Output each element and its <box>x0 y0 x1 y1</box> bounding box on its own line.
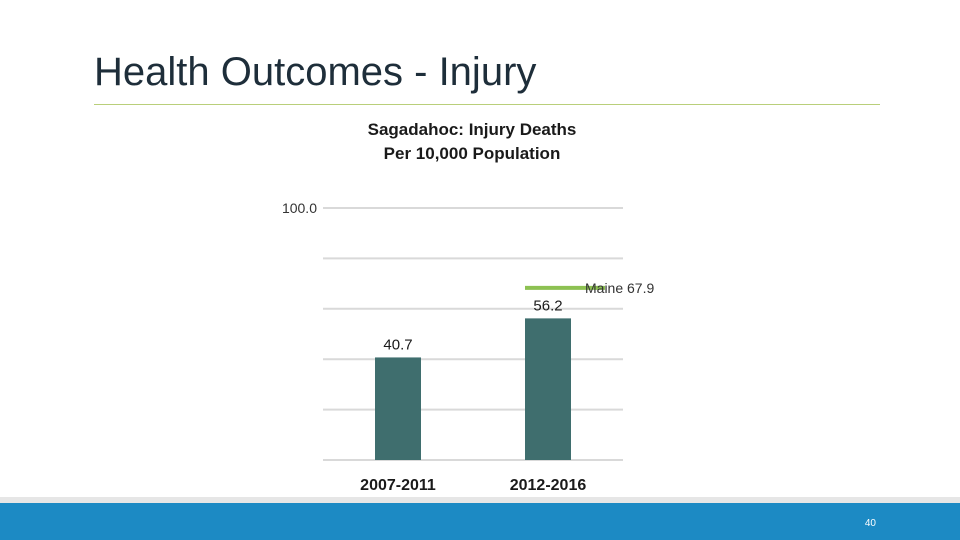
chart-title: Sagadahoc: Injury Deaths Per 10,000 Popu… <box>292 118 652 166</box>
category-label: 2007-2011 <box>360 477 436 494</box>
footer-bar <box>0 503 960 540</box>
page-title: Health Outcomes - Injury <box>94 50 537 94</box>
y-tick-label: 100.0 <box>282 200 317 216</box>
value-label: 40.7 <box>383 336 412 353</box>
category-label: 2012-2016 <box>510 477 587 494</box>
maine-reference-label: Maine 67.9 <box>585 280 654 296</box>
chart-title-line-1: Sagadahoc: Injury Deaths <box>367 120 577 139</box>
bar <box>375 357 421 460</box>
bar <box>525 318 571 460</box>
footer-divider <box>0 497 960 503</box>
title-divider <box>94 104 880 105</box>
page-number: 40 <box>864 518 876 529</box>
value-label: 56.2 <box>533 297 562 314</box>
chart-title-line-2: Per 10,000 Population <box>383 144 561 163</box>
